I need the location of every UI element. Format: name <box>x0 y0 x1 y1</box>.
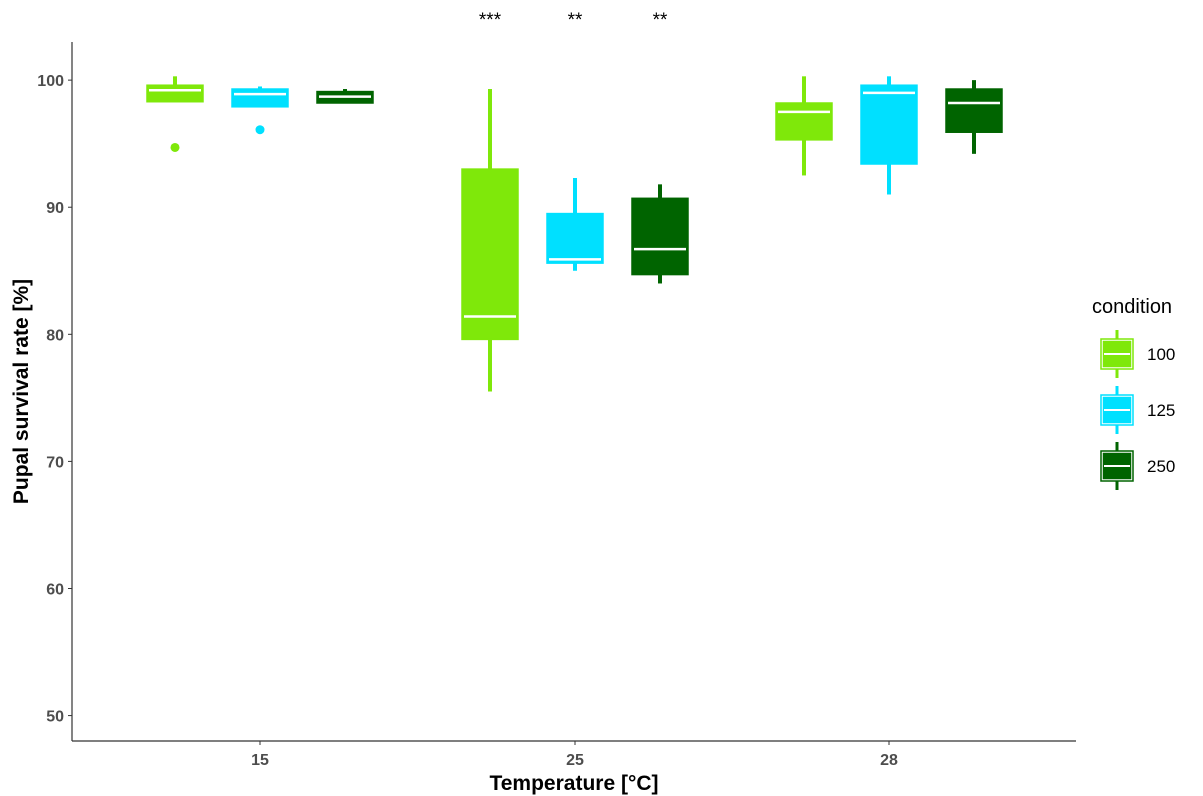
x-tick-label: 15 <box>251 752 269 769</box>
y-axis-title: Pupal survival rate [%] <box>10 279 33 504</box>
legend-label: 250 <box>1147 457 1175 476</box>
box-250-25 <box>631 184 689 284</box>
y-tick-label: 100 <box>37 73 64 90</box>
box-body <box>231 88 289 108</box>
legend-key-border <box>1100 338 1134 370</box>
y-tick-label: 80 <box>46 327 64 344</box>
box-body <box>461 168 519 341</box>
x-tick-label: 28 <box>880 752 898 769</box>
x-axis-title: Temperature [°C] <box>489 772 658 795</box>
y-tick-label: 70 <box>46 454 64 471</box>
box-100-15 <box>146 76 204 152</box>
legend: condition 100 125 250 <box>1092 296 1175 490</box>
legend-key-border <box>1100 450 1134 482</box>
legend-item-125: 125 <box>1100 386 1175 434</box>
significance-label: ** <box>653 10 668 31</box>
outlier-point <box>170 142 180 152</box>
legend-label: 125 <box>1147 401 1175 420</box>
box-100-28 <box>775 76 833 176</box>
legend-title: condition <box>1092 296 1172 318</box>
legend-key-border <box>1100 394 1134 426</box>
box-body <box>546 212 604 264</box>
box-250-28 <box>945 80 1003 154</box>
box-body <box>146 84 204 103</box>
box-125-28 <box>860 76 918 195</box>
box-body <box>860 84 918 165</box>
outlier-point <box>255 125 265 135</box>
box-250-15 <box>316 89 374 104</box>
legend-item-250: 250 <box>1100 442 1175 490</box>
y-tick-label: 60 <box>46 581 64 598</box>
legend-item-100: 100 <box>1100 330 1175 378</box>
box-125-15 <box>231 86 289 135</box>
significance-label: ** <box>568 10 583 31</box>
y-tick-label: 50 <box>46 709 64 726</box>
box-100-25 <box>461 89 519 392</box>
y-tick-label: 90 <box>46 200 64 217</box>
x-tick-label: 25 <box>566 752 584 769</box>
legend-label: 100 <box>1147 345 1175 364</box>
box-body <box>945 88 1003 133</box>
significance-label: *** <box>479 10 502 31</box>
box-body <box>631 197 689 276</box>
box-body <box>775 102 833 141</box>
box-125-25 <box>546 177 604 271</box>
